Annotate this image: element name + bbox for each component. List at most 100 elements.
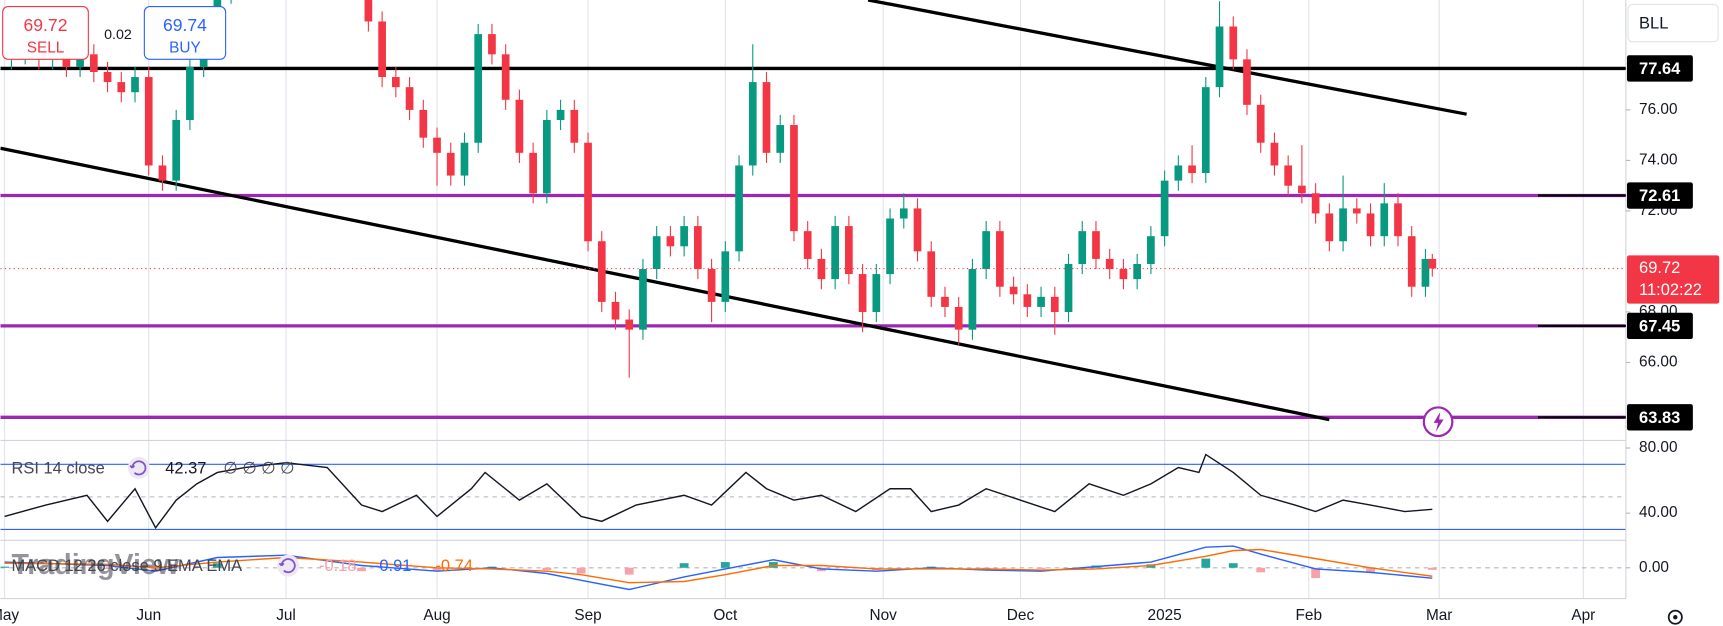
sell-label: SELL <box>27 39 65 56</box>
candle-body <box>954 306 963 330</box>
candle-body <box>1174 165 1183 181</box>
candle-body <box>1428 258 1437 269</box>
candle-body <box>1352 208 1361 214</box>
y-tick-label: 74.00 <box>1639 151 1677 168</box>
candle-body <box>1243 59 1251 105</box>
candle-body <box>680 226 688 247</box>
watermark: TradingView <box>11 549 179 581</box>
sell-price: 69.72 <box>24 15 68 35</box>
candle-body <box>1105 258 1114 270</box>
candle-body <box>639 269 647 330</box>
y-tick-label: 76.00 <box>1639 101 1677 118</box>
macd-histogram-bar <box>212 563 222 568</box>
candle-body <box>748 82 757 166</box>
last-price-box <box>1626 255 1720 304</box>
candle-body <box>872 274 881 312</box>
candle-body <box>899 208 908 219</box>
x-tick-label: Aug <box>423 607 450 624</box>
macd-hist-value: -0.18 <box>319 557 357 575</box>
candle-body <box>378 21 386 78</box>
trendline <box>0 146 1330 422</box>
x-tick-label: Dec <box>1007 607 1035 624</box>
y-tick-label: 66.00 <box>1639 354 1677 371</box>
buy-price: 69.74 <box>163 15 207 35</box>
candle-body <box>1147 236 1155 264</box>
rsi-icon-glyph <box>129 460 147 476</box>
candle-body <box>1394 203 1402 237</box>
candle-body <box>584 142 592 242</box>
macd-histogram-bar <box>1036 567 1046 569</box>
price-level-label-box <box>1626 404 1693 431</box>
candle-body <box>1078 231 1087 264</box>
price-level-label-box <box>1626 182 1693 209</box>
candle-body <box>158 165 167 181</box>
candle-body <box>446 152 455 176</box>
symbol-box[interactable] <box>1627 3 1719 43</box>
macd-pane <box>0 545 1626 591</box>
candle-body <box>419 109 428 138</box>
price-level-label-box <box>1626 312 1693 340</box>
candle-body <box>1050 296 1059 312</box>
macd-histogram-bar <box>1366 567 1375 573</box>
macd-histogram-bar <box>1256 567 1266 573</box>
candle-body <box>694 226 702 270</box>
candle-body <box>1407 236 1416 287</box>
rsi-na-values: ∅ ∅ ∅ ∅ <box>223 459 294 477</box>
candle-body <box>611 301 620 320</box>
candle-body <box>1023 294 1032 307</box>
candle-body <box>1256 104 1265 143</box>
macd-histogram-bar <box>679 563 689 568</box>
candle-body <box>652 236 661 270</box>
macd-histogram-bar <box>1427 567 1437 570</box>
x-tick-label: Sep <box>574 607 601 624</box>
rsi-value: 42.37 <box>165 459 206 477</box>
candle-body <box>982 231 990 270</box>
candle-body <box>515 99 524 153</box>
candle-body <box>776 125 785 153</box>
candle-body <box>172 119 181 181</box>
buy-button[interactable] <box>143 6 227 60</box>
candle-body <box>1339 208 1347 242</box>
candle-body <box>433 137 441 153</box>
candle-body <box>1133 263 1142 280</box>
price-level-label: 72.61 <box>1639 187 1680 205</box>
candle-body <box>968 269 977 330</box>
candle-body <box>913 208 922 252</box>
rsi-line <box>4 453 1433 530</box>
rsi-settings-icon[interactable] <box>127 456 150 479</box>
countdown: 11:02:22 <box>1639 281 1702 299</box>
trendline <box>867 0 1467 116</box>
settings-gear[interactable] <box>1667 609 1683 625</box>
candle-body <box>941 296 949 307</box>
macd-histogram-bar <box>1228 563 1238 568</box>
sell-button[interactable] <box>2 6 89 60</box>
candle-body <box>1009 286 1018 295</box>
candle-body <box>845 226 853 275</box>
macd-histogram-bar <box>542 567 552 571</box>
settings-gear-center <box>1673 615 1678 620</box>
candle-body <box>858 274 867 312</box>
candle-body <box>1119 269 1128 280</box>
axis-layer: May Jun Jul Aug Sep Oct Nov Dec 2025 Feb Mar Apr 66.… <box>0 55 1720 624</box>
candle-body <box>131 77 139 93</box>
y-tick-label: 40.00 <box>1639 504 1677 521</box>
candle-body <box>996 231 1004 287</box>
macd-line <box>4 548 1433 584</box>
candle-body <box>1064 263 1073 312</box>
candle-body <box>501 54 510 100</box>
macd-settings-icon[interactable] <box>277 554 300 577</box>
candle-body <box>570 109 579 143</box>
candle-body <box>1421 258 1430 287</box>
candle-body <box>1325 213 1334 242</box>
candle-body <box>1270 142 1279 166</box>
candle-body <box>474 34 483 143</box>
candle-body <box>76 54 84 67</box>
price-level-label: 77.64 <box>1639 60 1681 78</box>
macd-histogram-bar <box>1201 558 1211 568</box>
candle-body <box>1366 213 1375 237</box>
candle-body <box>556 109 565 120</box>
macd-histogram-bar <box>432 567 442 572</box>
candle-body <box>803 231 812 259</box>
candle-body <box>817 258 826 280</box>
